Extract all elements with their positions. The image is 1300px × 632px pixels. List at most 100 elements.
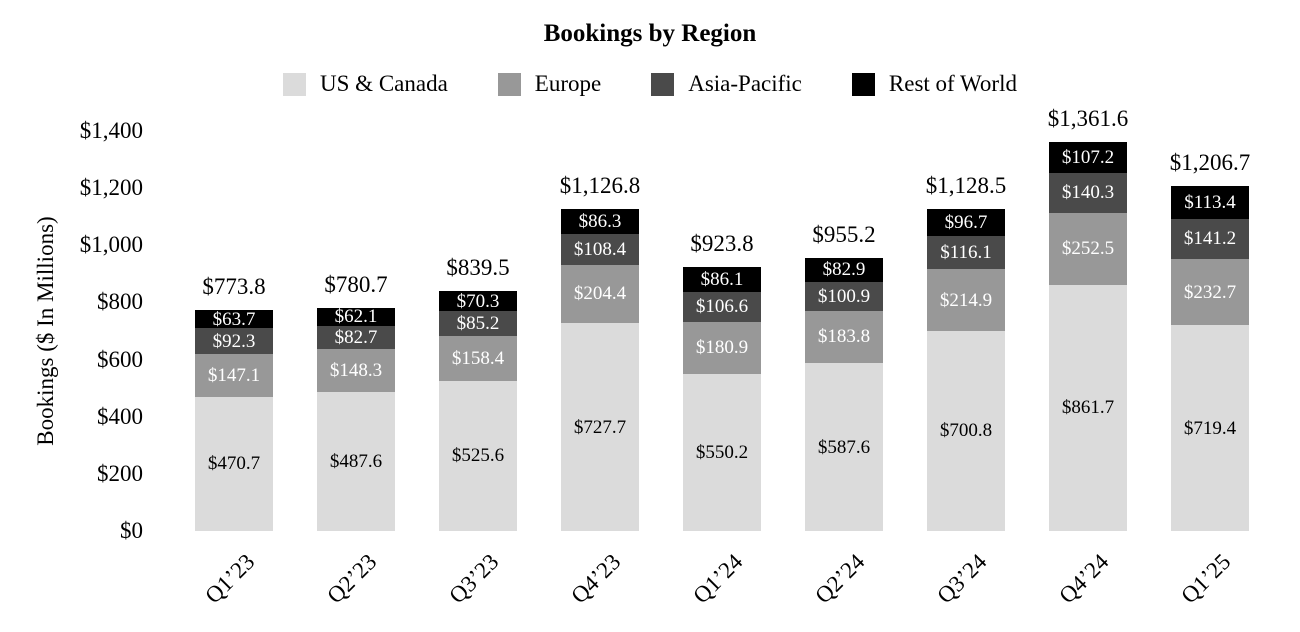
bar-total-label: $955.2 <box>812 222 876 248</box>
bar-segment-label: $116.1 <box>940 242 992 264</box>
legend-label: Europe <box>534 71 602 96</box>
bar-total-label: $773.8 <box>202 273 266 299</box>
bar-segment-label: $148.3 <box>329 359 383 381</box>
y-tick-label: $200 <box>97 460 143 486</box>
bar-segment: $180.9 <box>683 322 761 374</box>
bar-segment-label: $550.2 <box>695 441 749 463</box>
x-tick-label: Q1’24 <box>688 549 748 609</box>
x-tick-label: Q3’24 <box>932 549 992 609</box>
bar-segment-label: $92.3 <box>212 330 256 352</box>
bar-segment: $487.6 <box>317 391 395 531</box>
bar-segment: $232.7 <box>1171 258 1249 326</box>
bar-segment-label: $487.6 <box>329 450 383 472</box>
bar-segment-label: $204.4 <box>573 283 627 305</box>
bar-segment-label: $700.8 <box>939 420 993 442</box>
bar-segment-label: $86.3 <box>578 210 622 232</box>
y-tick-label: $1,200 <box>79 175 143 201</box>
legend-item: Europe <box>497 71 602 97</box>
bar-total-label: $839.5 <box>446 255 510 281</box>
legend-item: Asia-Pacific <box>651 71 802 97</box>
bar-segment: $140.3 <box>1049 172 1127 213</box>
bar-total-label: $923.8 <box>690 231 754 257</box>
x-tick-label: Q3’23 <box>444 549 504 609</box>
bar-segment-label: $82.9 <box>822 259 866 281</box>
bar-segment: $100.9 <box>805 281 883 311</box>
bar-segment: $141.2 <box>1171 218 1249 259</box>
bar-segment: $85.2 <box>439 311 517 336</box>
bar-segment: $108.4 <box>561 233 639 265</box>
bar-segment: $62.1 <box>317 307 395 326</box>
y-tick-label: $1,000 <box>79 232 143 258</box>
bar-segment: $113.4 <box>1171 186 1249 219</box>
bar-segment: $861.7 <box>1049 284 1127 531</box>
bar-total-label: $1,361.6 <box>1047 105 1129 131</box>
y-tick-label: $800 <box>97 289 143 315</box>
bar-segment-label: $70.3 <box>456 290 500 312</box>
x-tick-label: Q4’23 <box>566 549 626 609</box>
legend-swatch <box>851 72 875 96</box>
y-tick-label: $400 <box>97 403 143 429</box>
legend-swatch <box>283 72 307 96</box>
x-tick-label: Q4’24 <box>1054 549 1114 609</box>
bar-segment: $587.6 <box>805 363 883 531</box>
bar-segment: $63.7 <box>195 308 273 330</box>
bar-segment-label: $100.9 <box>817 285 871 307</box>
legend-label: US & Canada <box>320 71 448 96</box>
bar-segment-label: $727.7 <box>573 416 627 438</box>
bar-segment-label: $719.4 <box>1183 417 1237 439</box>
legend-swatch <box>497 72 521 96</box>
bar-total-label: $1,126.8 <box>559 173 641 199</box>
bar-segment: $116.1 <box>927 236 1005 270</box>
bar-segment: $158.4 <box>439 335 517 381</box>
bar-segment: $106.6 <box>683 291 761 323</box>
bar-segment: $252.5 <box>1049 212 1127 285</box>
bar-segment-label: $85.2 <box>456 312 500 334</box>
bar-segment: $82.7 <box>317 325 395 350</box>
bar-segment-label: $214.9 <box>939 289 993 311</box>
chart-legend: US & Canada Europe Asia-Pacific Rest of Wor… <box>0 71 1300 97</box>
bar-segment-label: $96.7 <box>944 211 988 233</box>
bar-segment: $550.2 <box>683 373 761 531</box>
bar-segment: $107.2 <box>1049 141 1127 173</box>
bar-segment: $70.3 <box>439 290 517 312</box>
bar-segment-label: $180.9 <box>695 337 749 359</box>
x-tick-label: Q2’23 <box>322 549 382 609</box>
legend-item: US & Canada <box>283 71 448 97</box>
bar-segment: $86.1 <box>683 267 761 292</box>
bar-segment-label: $252.5 <box>1061 238 1115 260</box>
bar-segment-label: $470.7 <box>207 453 261 475</box>
bar-segment: $92.3 <box>195 328 273 355</box>
bar-segment-label: $107.2 <box>1061 146 1115 168</box>
bar-segment-label: $183.8 <box>817 326 871 348</box>
bar-segment-label: $86.1 <box>700 268 744 290</box>
bar-segment: $96.7 <box>927 208 1005 237</box>
bar-segment-label: $140.3 <box>1061 182 1115 204</box>
bar-segment-label: $82.7 <box>334 326 378 348</box>
x-tick-label: Q1’23 <box>200 549 260 609</box>
bar-segment-label: $861.7 <box>1061 397 1115 419</box>
bar-segment: $470.7 <box>195 396 273 531</box>
x-tick-label: Q2’24 <box>810 549 870 609</box>
bar-segment: $727.7 <box>561 323 639 531</box>
bar-segment-label: $525.6 <box>451 445 505 467</box>
bar-segment-label: $141.2 <box>1183 228 1237 250</box>
bar-segment-label: $113.4 <box>1184 191 1236 213</box>
bar-segment: $147.1 <box>195 354 273 397</box>
bar-segment-label: $106.6 <box>695 296 749 318</box>
legend-swatch <box>651 72 675 96</box>
bar-segment-label: $108.4 <box>573 238 627 260</box>
bar-segment: $204.4 <box>561 264 639 324</box>
bar-segment-label: $587.6 <box>817 436 871 458</box>
bar-segment-label: $147.1 <box>207 364 261 386</box>
bar-total-label: $780.7 <box>324 271 388 297</box>
legend-item: Rest of World <box>851 71 1017 97</box>
bar-segment-label: $232.7 <box>1183 281 1237 303</box>
bar-segment-label: $158.4 <box>451 347 505 369</box>
bar-segment: $148.3 <box>317 349 395 392</box>
bar-segment: $82.9 <box>805 258 883 282</box>
bar-segment-label: $63.7 <box>212 308 256 330</box>
bar-segment: $700.8 <box>927 330 1005 531</box>
x-tick-label: Q1’25 <box>1176 549 1236 609</box>
bar-total-label: $1,206.7 <box>1169 150 1251 176</box>
